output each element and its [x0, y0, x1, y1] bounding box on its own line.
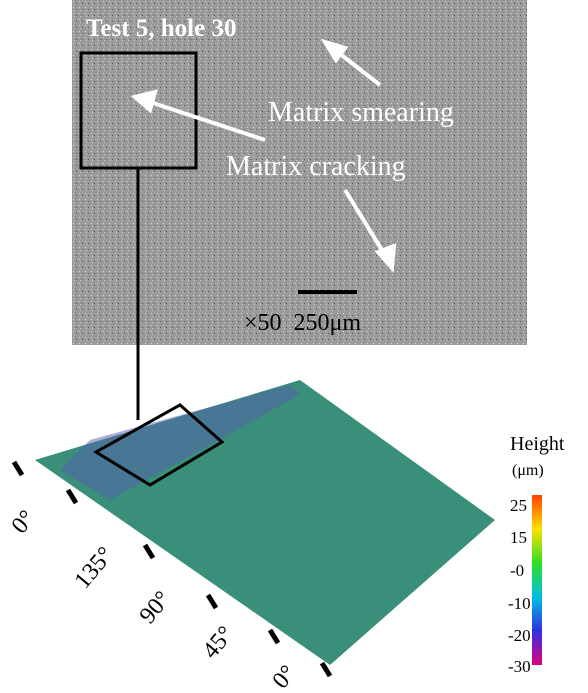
label: Matrix cracking	[226, 151, 406, 182]
sem-image	[72, 0, 527, 345]
angle-ticks	[11, 460, 333, 678]
label: Matrix smearing	[268, 97, 454, 128]
angle-label: 135°	[70, 542, 119, 594]
surface-low	[60, 385, 300, 500]
colorbar	[532, 495, 542, 665]
zoom-box-3d	[93, 403, 225, 487]
surface	[35, 380, 495, 665]
angle-label: 45°	[198, 621, 240, 663]
colorbar-title: Height	[510, 433, 565, 455]
scale-label: ×50 250μm	[244, 310, 361, 336]
colorbar-tick: -0	[510, 561, 524, 580]
title: Test 5, hole 30	[86, 15, 236, 42]
angle-label: 90°	[135, 586, 177, 628]
colorbar-tick: 25	[510, 496, 527, 515]
arrows	[130, 38, 397, 273]
angle-label: 0°	[7, 506, 41, 539]
angle-label: 0°	[268, 661, 302, 693]
colorbar-tick: -20	[508, 626, 531, 645]
colorbar-unit: (μm)	[512, 462, 544, 479]
colorbar-tick: 15	[510, 528, 527, 547]
colorbar-ticks: 25 15 -0 -10 -20 -30	[508, 496, 531, 676]
colorbar-tick: -10	[508, 594, 531, 613]
colorbar-tick: -30	[508, 657, 531, 676]
